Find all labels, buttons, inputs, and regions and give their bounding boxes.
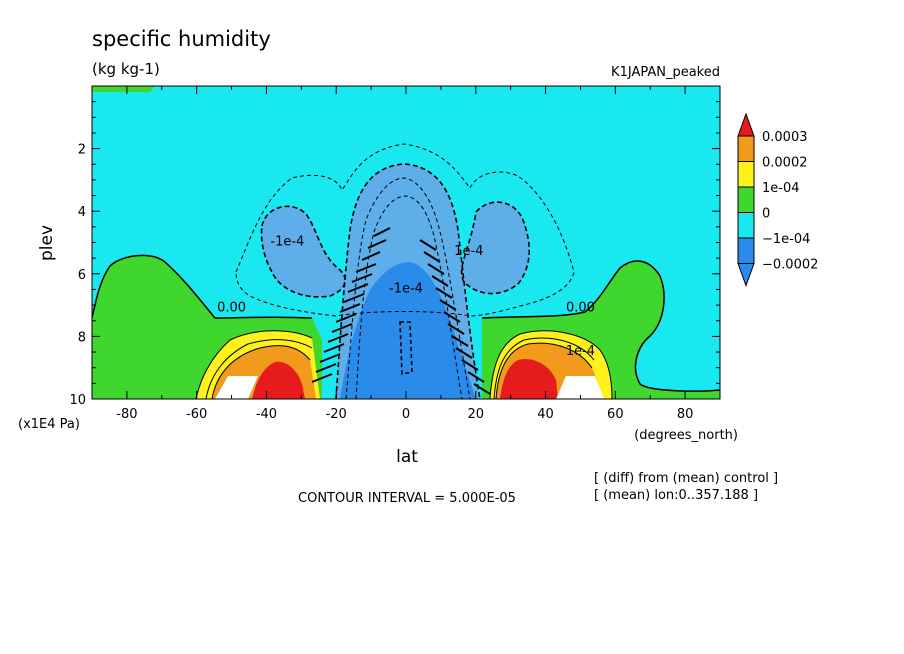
contour-zero-north — [481, 260, 720, 392]
y-tick-label: 4 — [78, 205, 86, 220]
y-tick-label: 10 — [69, 393, 86, 408]
units-label: (kg kg-1) — [92, 60, 160, 78]
contour-neg-dome — [335, 163, 481, 399]
field-blue-core — [340, 262, 476, 399]
plot-area: 0.00 -1e-4 1e-4 0.00 1e-4 -1e-4 — [91, 85, 721, 400]
colorbar-segment — [737, 161, 755, 188]
colorbar-cap-bottom — [737, 263, 755, 287]
experiment-label: K1JAPAN_peaked — [611, 65, 720, 80]
contour-label: 0.00 — [217, 300, 246, 315]
x-tick-label: 20 — [468, 407, 485, 422]
chart-title: specific humidity — [92, 27, 271, 51]
contour-pos-south-3 — [211, 345, 311, 399]
colorbar-label: −0.0002 — [762, 258, 818, 273]
x-tick-label: 40 — [537, 407, 554, 422]
contour-pos-north-2 — [493, 337, 595, 399]
colorbar-label: 0.0002 — [762, 156, 808, 171]
colorbar-label: 0.0003 — [762, 130, 808, 145]
colorbar-cap-top — [737, 112, 755, 137]
contour-pos-south-2 — [205, 339, 313, 399]
y-tick-label: 6 — [78, 268, 86, 283]
contour-neg-lobe-south — [260, 205, 346, 298]
colorbar-segment — [737, 135, 755, 162]
contour-labels: 0.00 -1e-4 1e-4 0.00 1e-4 -1e-4 — [217, 235, 595, 360]
x-tick-label: 0 — [402, 407, 410, 422]
colorbar: 0.0003 0.0002 1e-04 0 −1e-04 −0.0002 — [737, 112, 818, 287]
field-red-south — [252, 361, 305, 399]
y-tick-label: 2 — [78, 143, 86, 158]
contour-dense-south — [311, 227, 391, 383]
axis-ticks — [91, 85, 721, 400]
x-tick-label: -20 — [326, 407, 347, 422]
y-axis-label: plev — [37, 225, 57, 261]
footnote-mean: [ (mean) lon:0..357.188 ] — [594, 488, 758, 503]
contour-pos-north-3 — [495, 342, 593, 399]
contour-label: -1e-4 — [389, 282, 423, 297]
colorbar-label: −1e-04 — [762, 232, 810, 247]
x-tick-label: 80 — [677, 407, 694, 422]
field-blue-lobe-north — [461, 202, 530, 294]
field-blue-lobe-south — [261, 206, 346, 297]
contour-pos-south-1 — [195, 330, 313, 399]
colorbar-segment — [737, 186, 755, 213]
colorbar-segment — [737, 237, 755, 264]
field-green-top-corner — [92, 86, 155, 92]
field-missing-south — [215, 376, 258, 399]
x-axis-label: lat — [396, 447, 418, 467]
x-tick-label: 60 — [607, 407, 624, 422]
x-tick-label: -60 — [186, 407, 207, 422]
contour-neg-lobe-north — [460, 201, 531, 295]
x-axis-units: (degrees_north) — [634, 428, 738, 443]
contour-zero-south — [92, 254, 313, 319]
contour-label: 0.00 — [566, 300, 595, 315]
contour-neg-dome-2 — [345, 177, 471, 399]
contour-neg-core-box — [399, 321, 413, 375]
x-tick-label: -80 — [116, 407, 137, 422]
contour-label: 1e-4 — [454, 244, 483, 259]
field-missing-north — [556, 376, 604, 399]
colorbar-label: 1e-04 — [762, 181, 800, 196]
contour-pos-north-1 — [489, 330, 613, 399]
colorbar-label: 0 — [762, 207, 770, 222]
field-red-north — [500, 359, 558, 399]
x-tick-labels: -80 -60 -40 -20 0 20 40 60 80 — [116, 407, 693, 422]
y-axis-units: (x1E4 Pa) — [18, 417, 80, 432]
y-tick-label: 8 — [78, 330, 86, 345]
contour-neg-outer — [235, 143, 575, 317]
contour-interval: CONTOUR INTERVAL = 5.000E-05 — [298, 491, 516, 506]
footnote-diff: [ (diff) from (mean) control ] — [594, 471, 778, 486]
contour-dense-north — [419, 239, 491, 395]
y-tick-labels: 2 4 6 8 10 — [69, 143, 86, 408]
contour-neg-dome-3 — [355, 195, 463, 399]
contour-label: 1e-4 — [566, 344, 595, 359]
colorbar-segment — [737, 212, 755, 239]
contour-lines — [92, 143, 720, 399]
contour-label: -1e-4 — [270, 235, 304, 250]
x-tick-label: -40 — [256, 407, 277, 422]
